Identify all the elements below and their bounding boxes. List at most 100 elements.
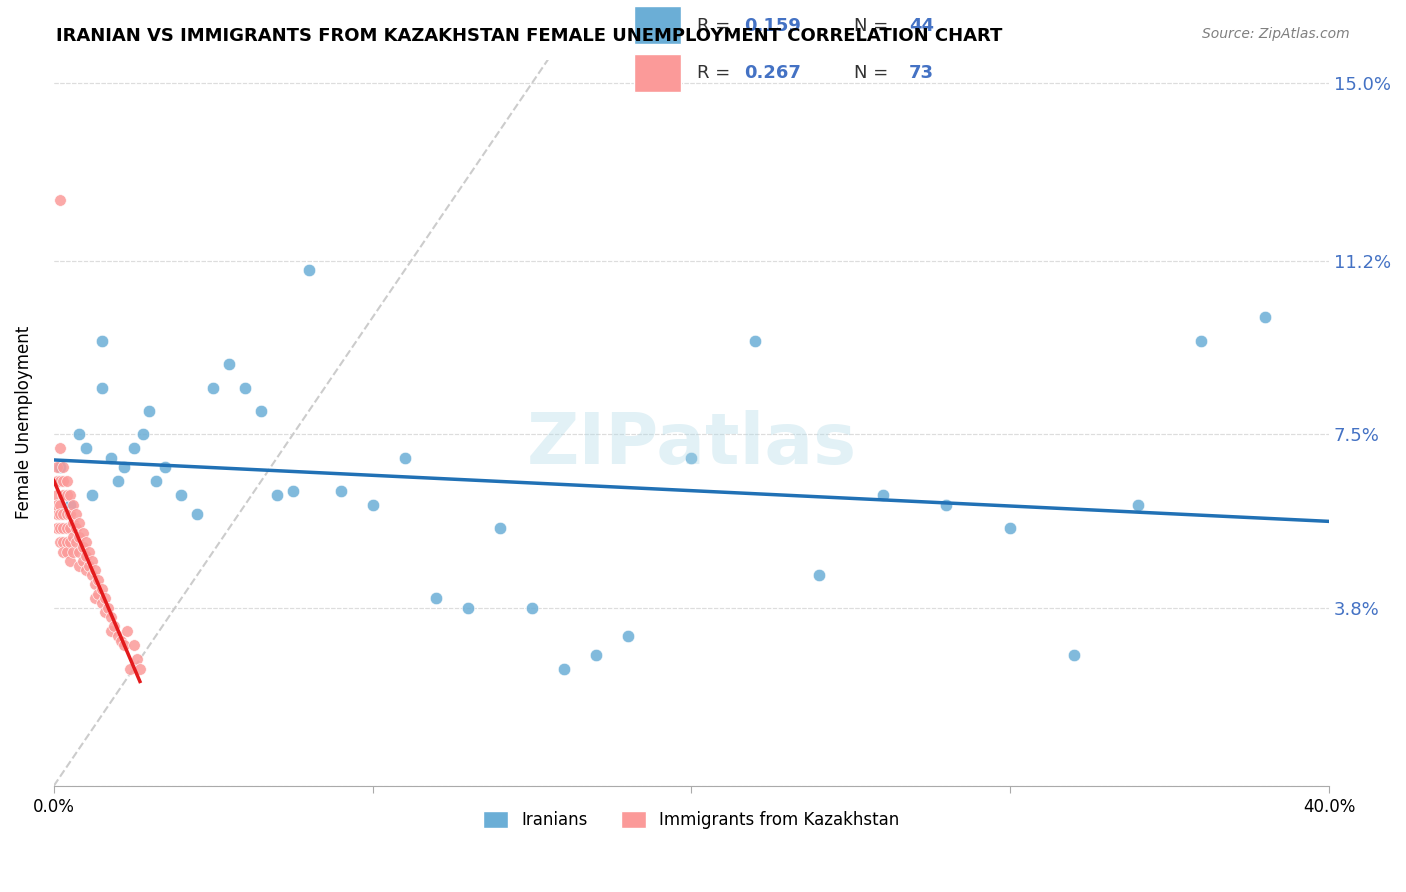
Iranians	[80, 488, 103, 502]
Immigrants from Kazakhstan	[52, 507, 75, 521]
Immigrants from Kazakhstan	[97, 600, 120, 615]
Immigrants from Kazakhstan	[129, 662, 152, 676]
Immigrants from Kazakhstan	[125, 652, 148, 666]
Iranians	[585, 648, 607, 662]
Text: R =: R =	[696, 17, 730, 35]
Iranians	[112, 460, 135, 475]
Immigrants from Kazakhstan	[59, 507, 82, 521]
Immigrants from Kazakhstan	[67, 544, 90, 558]
Immigrants from Kazakhstan	[52, 460, 75, 475]
Immigrants from Kazakhstan	[49, 507, 72, 521]
Immigrants from Kazakhstan	[120, 662, 142, 676]
Iranians	[1000, 521, 1022, 535]
Immigrants from Kazakhstan	[90, 596, 112, 610]
Immigrants from Kazakhstan	[52, 535, 75, 549]
Immigrants from Kazakhstan	[94, 606, 117, 620]
Text: 0.267: 0.267	[744, 63, 800, 81]
Immigrants from Kazakhstan	[87, 573, 110, 587]
Immigrants from Kazakhstan	[62, 531, 84, 545]
Iranians	[616, 629, 638, 643]
Immigrants from Kazakhstan	[65, 521, 87, 535]
Iranians	[457, 600, 479, 615]
Immigrants from Kazakhstan	[49, 498, 72, 512]
Immigrants from Kazakhstan	[49, 442, 72, 456]
Iranians	[935, 498, 957, 512]
Iranians	[681, 450, 703, 465]
Immigrants from Kazakhstan	[84, 577, 107, 591]
Immigrants from Kazakhstan	[55, 544, 77, 558]
Immigrants from Kazakhstan	[122, 638, 145, 652]
Immigrants from Kazakhstan	[49, 535, 72, 549]
Immigrants from Kazakhstan	[46, 498, 69, 512]
Iranians	[233, 380, 256, 394]
Immigrants from Kazakhstan	[49, 193, 72, 207]
Iranians	[1063, 648, 1085, 662]
Immigrants from Kazakhstan	[49, 521, 72, 535]
Immigrants from Kazakhstan	[75, 535, 97, 549]
Text: 73: 73	[910, 63, 934, 81]
Immigrants from Kazakhstan	[62, 498, 84, 512]
Iranians	[107, 475, 129, 489]
Immigrants from Kazakhstan	[80, 554, 103, 568]
Iranians	[67, 427, 90, 442]
Immigrants from Kazakhstan	[75, 563, 97, 577]
FancyBboxPatch shape	[634, 54, 681, 92]
Iranians	[250, 404, 273, 418]
Immigrants from Kazakhstan	[110, 633, 132, 648]
Immigrants from Kazakhstan	[72, 540, 94, 554]
Immigrants from Kazakhstan	[100, 624, 122, 639]
Text: 44: 44	[910, 17, 934, 35]
Immigrants from Kazakhstan	[55, 521, 77, 535]
Immigrants from Kazakhstan	[62, 544, 84, 558]
Iranians	[329, 483, 352, 498]
Text: Source: ZipAtlas.com: Source: ZipAtlas.com	[1202, 27, 1350, 41]
Iranians	[489, 521, 512, 535]
Iranians	[1126, 498, 1149, 512]
Immigrants from Kazakhstan	[103, 619, 125, 633]
Immigrants from Kazakhstan	[46, 507, 69, 521]
Immigrants from Kazakhstan	[55, 535, 77, 549]
Iranians	[807, 568, 830, 582]
Immigrants from Kazakhstan	[72, 525, 94, 540]
Immigrants from Kazakhstan	[75, 549, 97, 564]
Immigrants from Kazakhstan	[84, 591, 107, 606]
Text: N =: N =	[853, 63, 889, 81]
Immigrants from Kazakhstan	[52, 475, 75, 489]
Immigrants from Kazakhstan	[59, 521, 82, 535]
Immigrants from Kazakhstan	[59, 535, 82, 549]
Iranians	[744, 334, 766, 348]
Immigrants from Kazakhstan	[80, 568, 103, 582]
Immigrants from Kazakhstan	[46, 460, 69, 475]
Immigrants from Kazakhstan	[67, 516, 90, 531]
Immigrants from Kazakhstan	[100, 610, 122, 624]
Iranians	[138, 404, 160, 418]
Immigrants from Kazakhstan	[55, 475, 77, 489]
Iranians	[59, 498, 82, 512]
Text: 0.159: 0.159	[744, 17, 800, 35]
Y-axis label: Female Unemployment: Female Unemployment	[15, 326, 32, 519]
Iranians	[1191, 334, 1213, 348]
Immigrants from Kazakhstan	[112, 638, 135, 652]
Iranians	[266, 488, 288, 502]
Iranians	[49, 460, 72, 475]
Iranians	[520, 600, 543, 615]
Iranians	[425, 591, 447, 606]
Immigrants from Kazakhstan	[46, 488, 69, 502]
Immigrants from Kazakhstan	[49, 475, 72, 489]
Legend: Iranians, Immigrants from Kazakhstan: Iranians, Immigrants from Kazakhstan	[477, 804, 907, 836]
Immigrants from Kazakhstan	[55, 488, 77, 502]
Iranians	[394, 450, 416, 465]
Iranians	[281, 483, 304, 498]
Iranians	[361, 498, 384, 512]
Text: N =: N =	[853, 17, 889, 35]
Immigrants from Kazakhstan	[115, 624, 138, 639]
Iranians	[75, 442, 97, 456]
Text: IRANIAN VS IMMIGRANTS FROM KAZAKHSTAN FEMALE UNEMPLOYMENT CORRELATION CHART: IRANIAN VS IMMIGRANTS FROM KAZAKHSTAN FE…	[56, 27, 1002, 45]
Immigrants from Kazakhstan	[90, 582, 112, 596]
Iranians	[132, 427, 155, 442]
Iranians	[90, 334, 112, 348]
Iranians	[122, 442, 145, 456]
Iranians	[170, 488, 193, 502]
Immigrants from Kazakhstan	[52, 488, 75, 502]
Iranians	[145, 475, 167, 489]
